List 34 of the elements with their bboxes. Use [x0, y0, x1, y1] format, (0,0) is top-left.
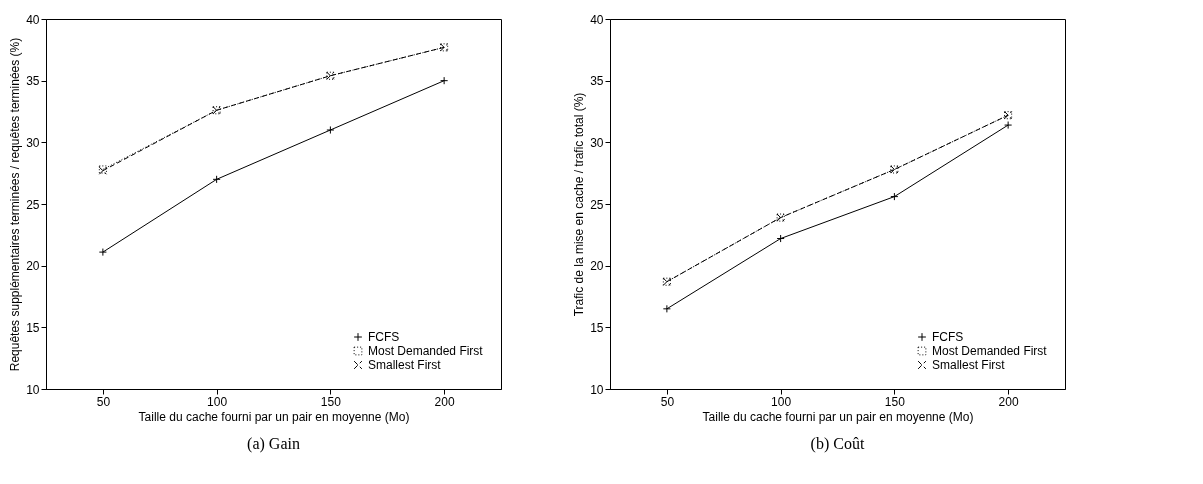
x-tick-label: 50 [660, 394, 675, 409]
y-tick-label: 10 [26, 382, 40, 397]
y-tick-label: 15 [590, 320, 604, 335]
legend-label: Smallest First [368, 358, 442, 372]
x-tick-label: 100 [207, 394, 228, 409]
x-tick-label: 100 [771, 394, 792, 409]
y-tick-label: 35 [590, 74, 604, 89]
text: (b) Coût [810, 435, 865, 453]
y-tick-label: 15 [26, 320, 40, 335]
x-tick-label: 150 [320, 394, 342, 409]
legend-label: FCFS [932, 330, 964, 344]
y-tick-label: 30 [590, 135, 604, 150]
y-axis-title: Trafic de la mise en cache / trafic total (%) [572, 92, 587, 317]
x-axis-title: Taille du cache fourni par un pair en moyenne (Mo) [138, 409, 410, 424]
y-tick-label: 30 [26, 135, 40, 150]
legend-label: Most Demanded First [932, 344, 1048, 358]
text: (a) Gain [247, 435, 300, 453]
y-tick-label: 25 [26, 197, 40, 212]
legend-label: FCFS [368, 330, 400, 344]
x-axis-title: Taille du cache fourni par un pair en moyenne (Mo) [702, 409, 974, 424]
y-tick-label: 40 [590, 12, 604, 27]
legend-label: Smallest First [932, 358, 1006, 372]
x-tick-label: 200 [998, 394, 1019, 409]
y-axis-title: Requêtes supplémentaires terminées / requêtes terminées (%) [8, 37, 23, 372]
y-tick-label: 25 [590, 197, 604, 212]
y-tick-label: 20 [590, 259, 604, 274]
y-tick-label: 20 [26, 259, 40, 274]
y-tick-label: 35 [26, 74, 40, 89]
x-tick-label: 200 [434, 394, 455, 409]
x-tick-label: 150 [884, 394, 906, 409]
legend-label: Most Demanded First [368, 344, 484, 358]
y-tick-label: 40 [26, 12, 40, 27]
x-tick-label: 50 [96, 394, 111, 409]
y-tick-label: 10 [590, 382, 604, 397]
